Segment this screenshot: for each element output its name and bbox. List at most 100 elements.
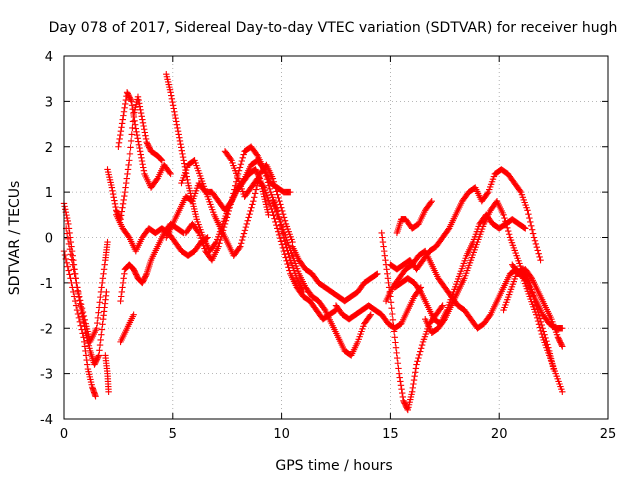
- data-point: [84, 361, 91, 368]
- data-point: [153, 176, 160, 184]
- data-point: [280, 247, 287, 255]
- data-point: [251, 190, 259, 197]
- data-point: [105, 388, 112, 395]
- data-point: [271, 181, 278, 189]
- data-point: [535, 250, 542, 257]
- data-point: [111, 200, 119, 207]
- data-point: [412, 365, 420, 372]
- data-point: [112, 203, 119, 211]
- data-point: [237, 161, 245, 168]
- data-point: [134, 93, 142, 101]
- series-track-5: [104, 93, 166, 223]
- data-point: [247, 207, 254, 215]
- data-point: [537, 256, 544, 264]
- data-point: [559, 388, 566, 395]
- x-tick-label: 0: [60, 427, 68, 442]
- data-point: [530, 292, 537, 300]
- data-point: [180, 157, 187, 164]
- series-track-24: [509, 261, 566, 350]
- data-point: [72, 275, 79, 282]
- data-point: [240, 176, 247, 184]
- data-point: [101, 261, 108, 268]
- data-point: [120, 275, 127, 282]
- data-point: [178, 147, 186, 154]
- data-point: [228, 198, 235, 205]
- y-tick-label: 3: [45, 95, 53, 110]
- data-point: [95, 304, 103, 311]
- data-point: [399, 389, 406, 397]
- data-point: [119, 200, 127, 207]
- series-track-20: [393, 198, 435, 237]
- data-point: [79, 308, 87, 316]
- data-point: [428, 198, 435, 205]
- data-point: [542, 334, 549, 342]
- data-point: [529, 230, 537, 237]
- data-point: [280, 214, 288, 221]
- data-point: [77, 322, 84, 329]
- data-point: [95, 309, 102, 316]
- data-point: [242, 223, 250, 231]
- data-point: [274, 225, 281, 232]
- data-point: [539, 325, 546, 332]
- data-point: [399, 393, 407, 401]
- data-point: [168, 95, 176, 102]
- data-point: [530, 234, 538, 241]
- y-tick-label: -3: [40, 368, 53, 383]
- data-point: [137, 109, 145, 117]
- data-point: [179, 229, 186, 236]
- data-point: [427, 199, 435, 206]
- data-point: [63, 214, 71, 222]
- data-point: [245, 214, 252, 221]
- data-point: [137, 151, 144, 158]
- data-point: [96, 341, 104, 349]
- data-point: [126, 150, 134, 158]
- data-point: [558, 341, 565, 349]
- data-point: [265, 211, 272, 219]
- data-point: [253, 151, 260, 158]
- data-point: [118, 288, 126, 296]
- data-point: [410, 376, 418, 384]
- data-point: [527, 218, 534, 226]
- data-point: [177, 144, 185, 151]
- data-point: [96, 299, 103, 306]
- y-tick-label: 0: [45, 232, 53, 247]
- data-point: [168, 92, 175, 99]
- data-point: [559, 325, 566, 332]
- data-point: [130, 311, 137, 318]
- data-point: [528, 226, 536, 233]
- data-point: [505, 231, 513, 238]
- data-point: [240, 230, 248, 237]
- data-point: [534, 308, 542, 316]
- data-point: [184, 176, 191, 184]
- data-point: [243, 220, 250, 228]
- y-tick-label: 2: [45, 141, 53, 156]
- data-point: [76, 297, 84, 304]
- data-point: [526, 214, 533, 222]
- plot-frame: [63, 55, 609, 420]
- data-point: [119, 204, 126, 211]
- data-point: [65, 267, 72, 274]
- data-point: [174, 127, 182, 135]
- data-point: [278, 241, 286, 248]
- data-point: [503, 221, 510, 228]
- data-point: [117, 212, 125, 219]
- data-point: [131, 121, 139, 128]
- data-point: [277, 238, 285, 245]
- data-point: [167, 170, 174, 178]
- data-point: [108, 184, 116, 191]
- data-point: [64, 217, 71, 225]
- data-point: [238, 236, 246, 244]
- data-point: [276, 234, 284, 242]
- data-point: [536, 253, 543, 261]
- data-point: [176, 134, 183, 141]
- data-point: [64, 263, 71, 270]
- x-axis-title: GPS time / hours: [275, 458, 392, 474]
- data-point: [532, 302, 540, 309]
- data-point: [66, 245, 74, 253]
- data-point: [287, 188, 294, 196]
- data-point: [117, 293, 125, 300]
- data-point: [77, 301, 85, 308]
- chart-title: Day 078 of 2017, Sidereal Day-to-day VTE…: [49, 20, 618, 36]
- data-point: [109, 187, 116, 195]
- data-point: [265, 182, 273, 189]
